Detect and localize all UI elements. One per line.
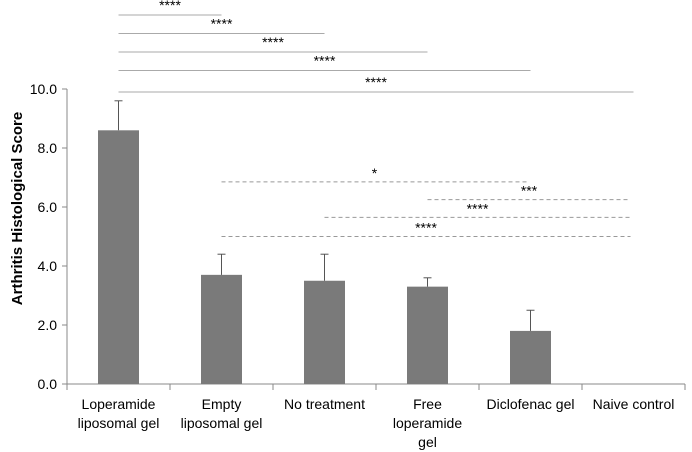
- significance-label: ****: [159, 0, 181, 13]
- y-tick-label: 6.0: [38, 199, 58, 215]
- y-tick-label: 4.0: [38, 258, 58, 274]
- y-tick-label: 0.0: [38, 376, 58, 392]
- x-tick-label: Free: [413, 396, 442, 412]
- x-tick-label: Naive control: [593, 396, 675, 412]
- bar: [201, 274, 242, 384]
- significance-label: ****: [467, 200, 489, 216]
- significance-label: ****: [262, 34, 284, 50]
- x-tick-label: liposomal gel: [181, 415, 263, 431]
- significance-label: ****: [415, 220, 437, 236]
- x-tick-label: Diclofenac gel: [487, 396, 575, 412]
- significance-label: ****: [314, 53, 336, 69]
- significance-label: ****: [365, 74, 387, 90]
- y-tick-label: 8.0: [38, 140, 58, 156]
- x-tick-label: liposomal gel: [78, 415, 160, 431]
- x-tick-label: No treatment: [284, 396, 365, 412]
- x-tick-label: gel: [418, 434, 437, 450]
- bar: [304, 280, 345, 384]
- bar: [98, 130, 139, 384]
- bar: [407, 286, 448, 384]
- x-tick-label: Empty: [202, 396, 242, 412]
- x-tick-label: Loperamide: [82, 396, 156, 412]
- y-axis-title: Arthritis Histological Score: [9, 112, 26, 305]
- significance-label: ****: [211, 16, 233, 32]
- bar: [510, 330, 551, 384]
- significance-label: ***: [521, 183, 538, 199]
- significance-label: *: [372, 165, 378, 181]
- y-tick-label: 10.0: [30, 81, 57, 97]
- y-tick-label: 2.0: [38, 317, 58, 333]
- x-tick-label: loperamide: [393, 415, 462, 431]
